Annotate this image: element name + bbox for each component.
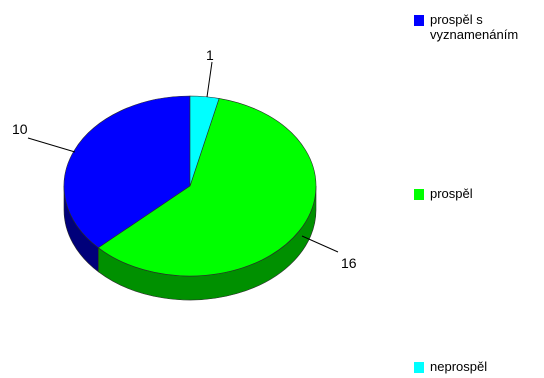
data-labels: 10 16 1 xyxy=(12,47,357,271)
data-label-1: 16 xyxy=(341,255,357,271)
legend-label: prospěl s vyznamenáním xyxy=(430,12,519,42)
legend-label: neprospěl xyxy=(430,359,488,374)
data-label-0: 10 xyxy=(12,121,28,137)
leader-lines xyxy=(27,61,339,253)
leader-line-1 xyxy=(301,235,339,253)
legend-item-failed: neprospěl xyxy=(414,359,534,374)
leader-line-2 xyxy=(206,61,213,98)
legend-label: prospěl xyxy=(430,186,473,201)
legend: prospěl s vyznamenáním prospěl neprospěl xyxy=(414,0,539,378)
legend-swatch xyxy=(414,189,424,200)
legend-swatch xyxy=(414,362,424,373)
legend-item-honors: prospěl s vyznamenáním xyxy=(414,12,534,42)
pie-slice-2 xyxy=(189,95,220,187)
pie-tops xyxy=(63,95,317,277)
pie-slice-0 xyxy=(63,95,191,249)
data-label-2: 1 xyxy=(206,47,214,63)
pie-slice-1 xyxy=(97,98,317,277)
legend-item-passed: prospěl xyxy=(414,186,534,201)
leader-line-0 xyxy=(27,137,76,153)
legend-swatch xyxy=(414,15,424,26)
